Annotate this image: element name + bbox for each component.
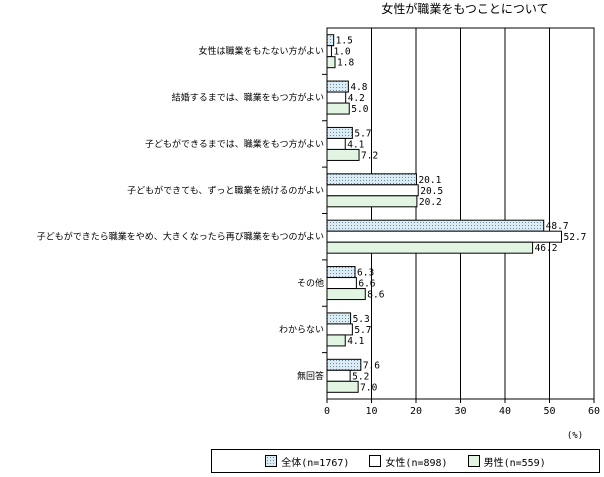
bar	[327, 57, 335, 68]
bar	[327, 103, 349, 114]
legend-swatch	[265, 455, 277, 467]
bar	[327, 127, 352, 138]
category-label: 無回答	[297, 370, 324, 382]
data-label: 5.3	[353, 314, 370, 325]
legend-label: 女性(n=898)	[385, 454, 447, 469]
legend-label: 男性(n=559)	[484, 454, 546, 469]
gridlines	[372, 28, 550, 399]
category-label: 結婚するまでは、職業をもつ方がよい	[172, 92, 324, 104]
bar	[327, 185, 418, 196]
legend-item: 男性(n=559)	[468, 454, 546, 469]
x-tick-label: 0	[324, 406, 330, 417]
data-label: 6.3	[357, 268, 374, 279]
bar	[327, 220, 544, 231]
bar	[327, 92, 346, 103]
x-tick-label: 20	[410, 406, 422, 417]
category-label: 子どもができても、ずっと職業を続けるのがよい	[127, 184, 324, 196]
data-label: 8.6	[367, 290, 384, 301]
data-label: 4.1	[347, 139, 364, 150]
x-tick-label: 10	[365, 406, 377, 417]
data-label: 1.8	[337, 58, 354, 69]
chart-title: 女性が職業をもつことについて	[381, 1, 548, 16]
bar	[327, 81, 348, 92]
category-label: その他	[297, 277, 324, 289]
category-label: 子どもができるまでは、職業をもつ方がよい	[145, 138, 324, 150]
data-label: 4.8	[350, 82, 367, 93]
data-label: 4.1	[347, 336, 364, 347]
data-label: 46.2	[535, 243, 558, 254]
data-label: 1.0	[333, 47, 350, 58]
data-label: 20.2	[419, 197, 442, 208]
bar	[327, 289, 365, 300]
x-tick-label: 30	[454, 406, 466, 417]
category-label: わからない	[279, 324, 324, 335]
bar	[327, 324, 352, 335]
data-label: 7.0	[360, 382, 377, 393]
bar	[327, 196, 417, 207]
bar	[327, 174, 416, 185]
legend-swatch	[369, 455, 381, 467]
data-label: 5.2	[352, 371, 369, 382]
x-tick-label: 50	[543, 406, 555, 417]
bar	[327, 370, 350, 381]
data-label: 7.6	[363, 360, 380, 371]
data-label: 5.7	[354, 128, 371, 139]
bar	[327, 278, 356, 289]
legend-label: 全体(n=1767)	[281, 454, 349, 469]
data-label: 48.7	[546, 221, 569, 232]
data-label: 1.5	[336, 36, 353, 47]
category-label: 女性は職業をもたない方がよい	[198, 45, 324, 57]
legend-swatch	[468, 455, 480, 467]
bar	[327, 46, 331, 57]
bar	[327, 381, 358, 392]
x-tick-label: 40	[499, 406, 511, 417]
data-label: 5.7	[354, 325, 371, 336]
bar	[327, 313, 351, 324]
bar	[327, 138, 345, 149]
category-label: 子どもができたら職業をやめ、大きくなったら再び職業をもつのがよい	[37, 231, 324, 243]
bar	[327, 231, 562, 242]
bar	[327, 267, 355, 278]
x-tick-label: 60	[588, 406, 600, 417]
bar	[327, 335, 345, 346]
bar	[327, 149, 359, 160]
bar	[327, 242, 533, 253]
data-label: 52.7	[564, 232, 587, 243]
data-label: 7.2	[361, 150, 378, 161]
legend-item: 全体(n=1767)	[265, 454, 349, 469]
data-label: 20.5	[420, 186, 443, 197]
data-label: 4.2	[348, 93, 365, 104]
x-unit-label: (%)	[567, 431, 583, 441]
data-label: 6.6	[358, 279, 375, 290]
labels: 1.51.01.8 女性は職業をもたない方がよい 4.84.25.0 結婚するまでは、…	[37, 36, 587, 394]
legend: 全体(n=1767) 女性(n=898) 男性(n=559)	[211, 449, 600, 473]
bar	[327, 359, 361, 370]
data-label: 5.0	[351, 104, 368, 115]
legend-item: 女性(n=898)	[369, 454, 447, 469]
bar	[327, 35, 334, 46]
data-label: 20.1	[418, 175, 441, 186]
